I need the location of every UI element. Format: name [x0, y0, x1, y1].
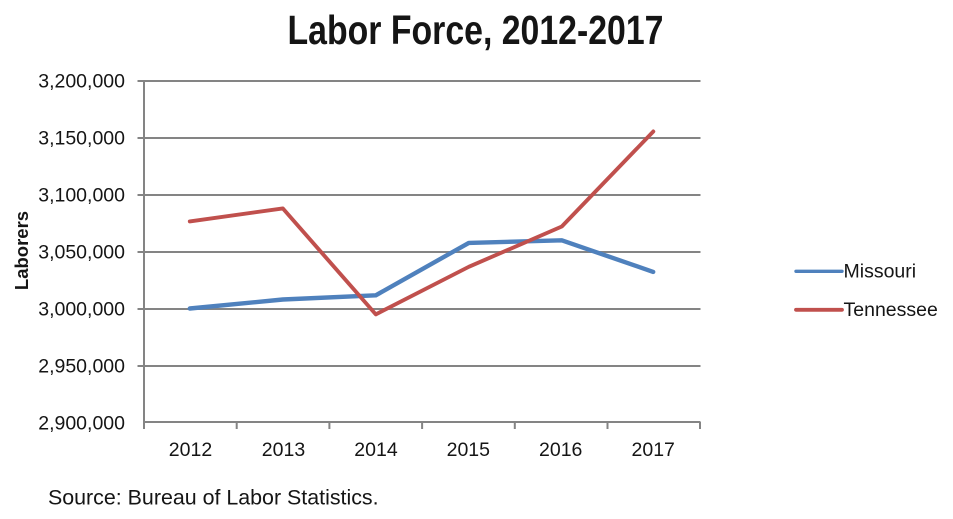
- svg-text:Tennessee: Tennessee: [844, 299, 938, 321]
- svg-text:2,950,000: 2,950,000: [38, 355, 125, 377]
- svg-text:Missouri: Missouri: [844, 261, 917, 283]
- svg-text:2016: 2016: [539, 439, 582, 461]
- svg-text:3,100,000: 3,100,000: [38, 184, 125, 206]
- svg-text:3,050,000: 3,050,000: [38, 241, 125, 263]
- svg-text:2015: 2015: [447, 439, 491, 461]
- svg-text:2017: 2017: [632, 439, 675, 461]
- svg-text:Laborers: Laborers: [11, 211, 32, 290]
- svg-text:3,200,000: 3,200,000: [38, 70, 125, 92]
- svg-text:2014: 2014: [354, 439, 398, 461]
- svg-text:Source: Bureau of Labor Statis: Source: Bureau of Labor Statistics.: [48, 486, 379, 510]
- svg-text:2013: 2013: [262, 439, 305, 461]
- svg-text:3,000,000: 3,000,000: [38, 298, 125, 320]
- svg-text:3,150,000: 3,150,000: [38, 127, 125, 149]
- svg-text:2012: 2012: [169, 439, 212, 461]
- svg-text:2,900,000: 2,900,000: [38, 412, 125, 434]
- svg-text:Labor Force, 2012-2017: Labor Force, 2012-2017: [288, 7, 664, 53]
